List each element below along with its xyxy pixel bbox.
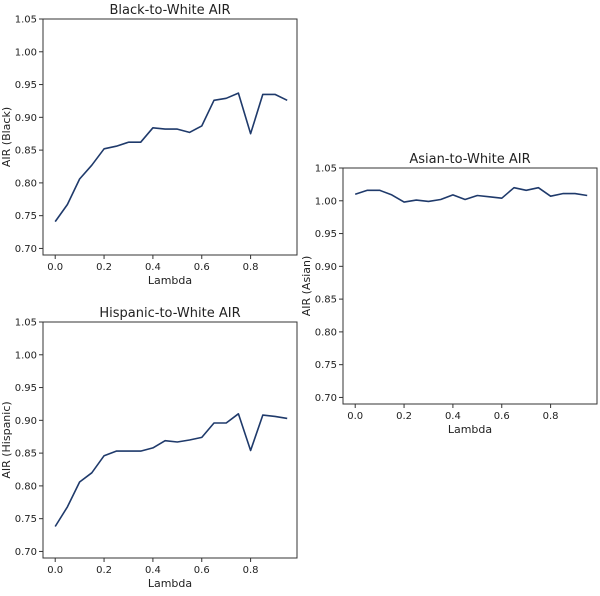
y-tick-label: 1.05	[315, 164, 337, 175]
chart-black-to-white: Black-to-White AIR Lambda AIR (Black) 0.…	[0, 3, 298, 287]
x-tick-label: 0.6	[194, 565, 210, 576]
x-axis-label: Lambda	[148, 274, 192, 287]
chart-title: Asian-to-White AIR	[409, 152, 530, 167]
x-tick-label: 0.0	[47, 262, 63, 273]
y-tick-label: 0.90	[15, 113, 37, 124]
y-tick-label: 1.00	[15, 47, 37, 58]
x-tick-label: 0.4	[445, 411, 461, 422]
x-tick-label: 0.4	[145, 262, 161, 273]
y-tick-label: 0.70	[15, 244, 37, 255]
x-axis-label: Lambda	[448, 423, 492, 436]
y-ticks: 0.70 0.75 0.80 0.85 0.90 0.95 1.00 1.05	[315, 164, 343, 404]
y-tick-label: 1.05	[15, 318, 37, 329]
x-tick-label: 0.2	[396, 411, 412, 422]
plot-frame	[42, 18, 298, 256]
x-ticks: 0.0 0.2 0.4 0.6 0.8	[47, 558, 259, 576]
y-ticks: 0.70 0.75 0.80 0.85 0.90 0.95 1.00 1.05	[15, 318, 43, 558]
y-tick-label: 1.00	[315, 196, 337, 207]
x-tick-label: 0.6	[494, 411, 510, 422]
y-tick-label: 0.90	[15, 416, 37, 427]
y-tick-label: 0.80	[15, 178, 37, 189]
y-tick-label: 0.95	[15, 80, 37, 91]
x-axis-label: Lambda	[148, 577, 192, 590]
y-tick-label: 0.85	[15, 449, 37, 460]
x-tick-label: 0.8	[243, 262, 259, 273]
x-tick-label: 0.4	[145, 565, 161, 576]
y-ticks: 0.70 0.75 0.80 0.85 0.90 0.95 1.00 1.05	[15, 15, 43, 255]
y-tick-label: 0.75	[15, 211, 37, 222]
y-tick-label: 0.90	[315, 262, 337, 273]
chart-title: Black-to-White AIR	[109, 3, 230, 18]
chart-title: Hispanic-to-White AIR	[99, 306, 240, 321]
y-axis-label: AIR (Black)	[0, 107, 13, 167]
y-axis-label: AIR (Hispanic)	[0, 401, 13, 478]
y-tick-label: 1.00	[15, 350, 37, 361]
plot-frame	[42, 321, 298, 559]
series-line	[54, 92, 288, 223]
x-ticks: 0.0 0.2 0.4 0.6 0.8	[47, 255, 259, 273]
y-tick-label: 0.70	[15, 547, 37, 558]
y-tick-label: 0.85	[15, 146, 37, 157]
x-tick-label: 0.8	[243, 565, 259, 576]
plot-frame	[342, 167, 598, 405]
y-tick-label: 0.80	[15, 481, 37, 492]
y-tick-label: 0.85	[315, 295, 337, 306]
y-axis-label: AIR (Asian)	[300, 256, 313, 317]
x-tick-label: 0.6	[194, 262, 210, 273]
series-line	[54, 412, 288, 527]
x-ticks: 0.0 0.2 0.4 0.6 0.8	[347, 404, 559, 422]
y-tick-label: 0.75	[15, 514, 37, 525]
y-tick-label: 0.95	[15, 383, 37, 394]
x-tick-label: 0.0	[347, 411, 363, 422]
x-tick-label: 0.8	[543, 411, 559, 422]
y-tick-label: 0.80	[315, 327, 337, 338]
y-tick-label: 0.95	[315, 229, 337, 240]
chart-asian-to-white: Asian-to-White AIR Lambda AIR (Asian) 0.…	[300, 152, 598, 436]
x-tick-label: 0.2	[96, 565, 112, 576]
y-tick-label: 1.05	[15, 15, 37, 26]
x-tick-label: 0.2	[96, 262, 112, 273]
y-tick-label: 0.70	[315, 393, 337, 404]
series-line	[354, 186, 588, 203]
x-tick-label: 0.0	[47, 565, 63, 576]
y-tick-label: 0.75	[315, 360, 337, 371]
chart-hispanic-to-white: Hispanic-to-White AIR Lambda AIR (Hispan…	[0, 306, 298, 590]
